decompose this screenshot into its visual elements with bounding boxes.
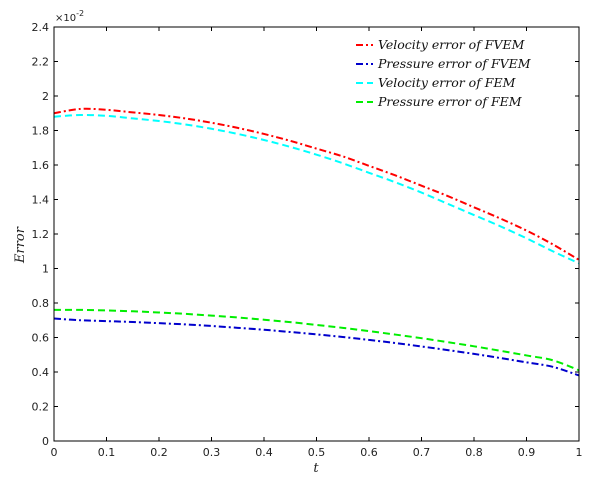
x-tick-label: 0.2 [150,446,168,459]
y-tick-label: 0.6 [32,332,50,345]
x-tick-label: 0 [51,446,58,459]
y-tick-label: 1.8 [32,125,50,138]
series-line-pressure-error-of-fvem [53,317,580,377]
x-tick-label: 0.4 [255,446,273,459]
y-multiplier-base: ×10 [55,13,76,24]
x-tick-label: 0.5 [308,446,326,459]
y-tick-label: 0.4 [32,366,50,379]
x-axis-ticks: 0 0.1 0.2 0.3 0.4 0.5 0.6 0.7 0.8 0.9 1 [51,27,583,459]
x-tick-label: 0.1 [98,446,116,459]
series-line-pressure-error-of-fem [53,308,580,372]
y-tick-label: 1.4 [32,194,50,207]
y-tick-label: 0.8 [32,297,50,310]
legend-label: Pressure error of FVEM [377,56,532,71]
y-tick-label: 2.4 [32,21,50,34]
y-tick-label: 1.6 [32,159,50,172]
y-axis-label: Error [13,226,28,264]
y-tick-label: 1.2 [32,228,50,241]
x-tick-label: 0.6 [360,446,378,459]
y-axis-multiplier: ×10-2 [55,9,84,24]
x-tick-label: 0.7 [413,446,431,459]
x-tick-label: 0.3 [203,446,221,459]
y-axis-ticks: 0 0.2 0.4 0.6 0.8 1 1.2 1.4 1.6 1.8 2 2.2 2.4 [32,21,579,448]
x-axis-label: t [313,461,319,476]
plot-lines [53,107,580,377]
x-tick-label: 0.8 [465,446,483,459]
x-tick-label: 0.9 [518,446,536,459]
y-tick-label: 2 [42,90,49,103]
y-tick-label: 0 [42,435,49,448]
legend-label: Velocity error of FVEM [378,37,526,52]
y-tick-label: 1 [42,263,49,276]
x-tick-label: 1 [576,446,583,459]
series-line-velocity-error-of-fem [53,113,580,265]
legend-label: Pressure error of FEM [377,94,523,109]
series-line-velocity-error-of-fvem [53,107,580,261]
y-multiplier-exponent: -2 [76,9,84,18]
legend: Velocity error of FVEM Pressure error of … [356,37,532,109]
legend-label: Velocity error of FEM [378,75,517,90]
y-tick-label: 0.2 [32,401,50,414]
y-tick-label: 2.2 [32,56,50,69]
